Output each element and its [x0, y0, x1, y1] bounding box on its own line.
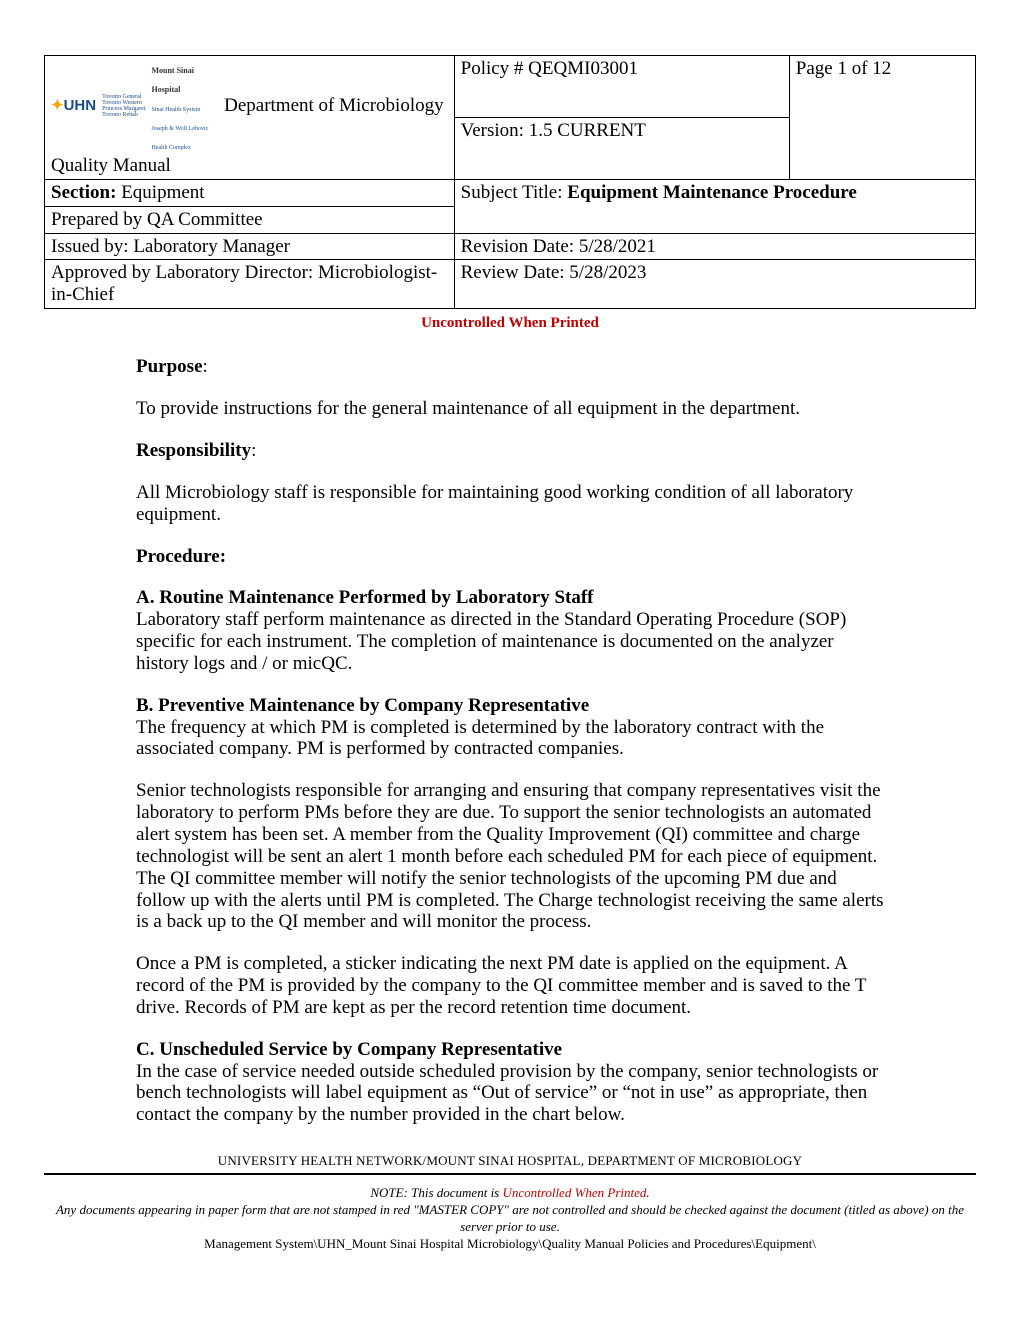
review-date-cell: Review Date: 5/28/2023 — [454, 260, 975, 309]
page-number-cell: Page 1 of 12 — [789, 56, 975, 180]
section-b-heading: B. Preventive Maintenance by Company Rep… — [136, 695, 884, 717]
mount-sinai-logo-top: Mount Sinai — [151, 66, 193, 75]
footer-note-pre: NOTE: This document is — [370, 1185, 502, 1200]
revision-date-cell: Revision Date: 5/28/2021 — [454, 233, 975, 260]
uhn-logo-text: UHN — [64, 97, 97, 114]
uhn-logo: ✦UHN — [51, 97, 96, 114]
subject-title-label: Subject Title: — [461, 182, 568, 203]
footer-org: UNIVERSITY HEALTH NETWORK/MOUNT SINAI HO… — [44, 1154, 976, 1169]
mount-sinai-tag: Sinai Health System Joseph & Wolf Lebovi… — [151, 107, 208, 151]
subject-title-value: Equipment Maintenance Procedure — [567, 182, 857, 203]
version-cell: Version: 1.5 CURRENT — [454, 117, 789, 179]
purpose-text: To provide instructions for the general … — [136, 398, 884, 420]
uncontrolled-banner: Uncontrolled When Printed — [44, 315, 976, 332]
issued-by-cell: Issued by: Laboratory Manager — [45, 233, 455, 260]
purpose-heading: Purpose — [136, 356, 203, 377]
policy-number-cell: Policy # QEQMI03001 — [454, 56, 789, 118]
section-label: Section: — [51, 182, 116, 203]
section-value: Equipment — [116, 182, 204, 203]
uhn-logo-sublines: Toronto General Toronto Western Princess… — [102, 94, 145, 118]
footer-note: NOTE: This document is Uncontrolled When… — [44, 1185, 976, 1236]
logo-department-cell: ✦UHN Toronto General Toronto Western Pri… — [45, 56, 455, 180]
footer-note-line2: Any documents appearing in paper form th… — [56, 1202, 964, 1234]
department-label: Department of Microbiology — [224, 95, 448, 117]
procedure-heading: Procedure: — [136, 546, 226, 567]
prepared-by-cell: Prepared by QA Committee — [45, 206, 455, 233]
section-b-text-3: Once a PM is completed, a sticker indica… — [136, 953, 884, 1019]
section-a-text: Laboratory staff perform maintenance as … — [136, 609, 884, 675]
footer-note-post: . — [646, 1185, 649, 1200]
quality-manual-label: Quality Manual — [51, 155, 448, 177]
document-body: Purpose: To provide instructions for the… — [44, 356, 976, 1126]
mount-sinai-logo-bottom: Hospital — [151, 85, 180, 94]
section-b-text-1: The frequency at which PM is completed i… — [136, 717, 884, 761]
subject-title-cell: Subject Title: Equipment Maintenance Pro… — [454, 179, 975, 233]
section-b-text-2: Senior technologists responsible for arr… — [136, 780, 884, 933]
footer-note-red: Uncontrolled When Printed — [502, 1185, 646, 1200]
document-header-table: ✦UHN Toronto General Toronto Western Pri… — [44, 55, 976, 309]
section-a-heading: A. Routine Maintenance Performed by Labo… — [136, 587, 884, 609]
section-c-text: In the case of service needed outside sc… — [136, 1061, 884, 1127]
approved-by-cell: Approved by Laboratory Director: Microbi… — [45, 260, 455, 309]
footer-path: Management System\UHN_Mount Sinai Hospit… — [44, 1236, 976, 1253]
section-cell: Section: Equipment — [45, 179, 455, 206]
section-c-heading: C. Unscheduled Service by Company Repres… — [136, 1039, 884, 1061]
responsibility-text: All Microbiology staff is responsible fo… — [136, 482, 884, 526]
document-footer: UNIVERSITY HEALTH NETWORK/MOUNT SINAI HO… — [44, 1154, 976, 1253]
responsibility-heading: Responsibility — [136, 440, 251, 461]
footer-divider — [44, 1173, 976, 1175]
